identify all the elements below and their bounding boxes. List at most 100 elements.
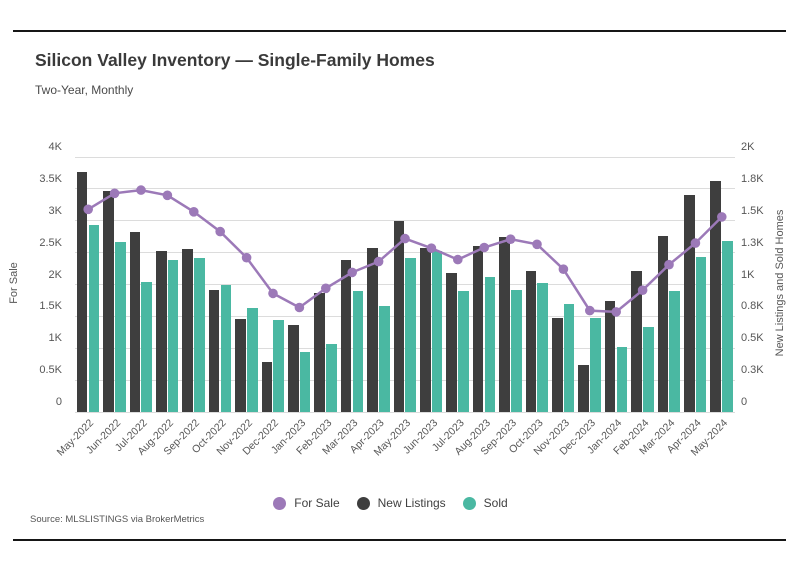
for-sale-point-May-2024 [717,212,727,222]
bar-new-listings-Mar-2023 [340,260,352,412]
bar-new-listings-Jul-2022 [129,232,141,412]
right-tick-0: 0 [741,396,748,408]
for-sale-point-Apr-2023 [373,256,384,267]
bar-new-listings-Jun-2022 [103,191,114,412]
bar-new-listings-Apr-2023 [367,247,378,412]
bar-new-listings-Jan-2023 [288,325,299,412]
bar-new-listings-Oct-2023 [525,270,537,412]
for-sale-point-Aug-2023 [479,242,490,253]
left-tick-2K: 2K [48,268,62,281]
bottom-divider [13,539,786,541]
for-sale-point-May-2023 [400,233,410,244]
bar-sold-Feb-2024 [643,326,654,412]
bar-sold-May-2022 [88,224,100,412]
gridline [75,315,735,317]
gridline [75,220,735,222]
bar-new-listings-Dec-2023 [578,364,589,412]
for-sale-point-Dec-2022 [268,288,278,299]
for-sale-point-Mar-2024 [664,259,674,270]
bar-new-listings-May-2024 [710,181,721,412]
bar-sold-Jun-2022 [115,242,126,412]
gridline [75,284,735,285]
bar-sold-Nov-2022 [247,307,258,412]
right-tick-1K: 1K [741,268,755,281]
legend-label-new-listings: New Listings [377,496,446,510]
for-sale-point-Jan-2023 [294,302,305,313]
right-tick-0.8K: 0.8K [741,300,764,313]
legend-label-sold: Sold [483,496,508,510]
gridline [75,156,735,158]
bar-new-listings-Feb-2023 [314,293,325,412]
for-sale-point-Feb-2023 [321,283,331,294]
for-sale-point-Oct-2022 [215,226,225,237]
bar-new-listings-Jan-2024 [604,301,616,412]
plot-area [75,156,735,413]
sold-marker-icon [462,496,476,510]
bar-sold-Jun-2023 [431,251,443,412]
for-sale-point-Mar-2023 [347,267,358,278]
bar-sold-Dec-2022 [273,320,284,412]
bar-new-listings-Feb-2024 [631,270,642,412]
for-sale-point-Jun-2022 [109,188,120,199]
bar-sold-Jul-2022 [141,281,152,412]
bar-new-listings-Jun-2023 [420,247,431,412]
bar-new-listings-Aug-2023 [472,246,484,412]
left-tick-4K: 4K [48,141,62,153]
left-tick-1K: 1K [48,332,62,345]
bar-sold-Apr-2023 [379,306,390,412]
new-listings-marker-icon [356,496,370,510]
for-sale-point-May-2022 [83,204,93,215]
bar-new-listings-Nov-2023 [552,317,563,412]
legend-label-for-sale: For Sale [294,496,340,510]
bar-sold-Mar-2023 [352,290,364,412]
for-sale-point-Nov-2023 [558,264,569,274]
legend-item-for-sale: For Sale [273,496,340,510]
for-sale-point-Apr-2024 [690,238,701,248]
chart-legend: For Sale New Listings Sold [0,496,790,510]
bar-new-listings-Aug-2022 [156,251,167,412]
right-tick-2K: 2K [741,141,755,153]
right-tick-1.5K: 1.5K [741,204,764,217]
for-sale-point-Dec-2023 [585,305,595,316]
gridline [75,411,735,413]
bar-new-listings-Apr-2024 [684,195,695,412]
gridline [75,379,735,381]
left-tick-3K: 3K [48,204,62,217]
gridline [75,188,735,190]
for-sale-point-Nov-2022 [241,252,252,263]
bar-sold-Aug-2022 [167,260,179,412]
bar-sold-Nov-2023 [563,303,575,412]
legend-item-sold: Sold [462,496,508,510]
left-tick-0: 0 [55,396,62,408]
right-axis-title: New Listings and Sold Homes [774,209,786,357]
for-sale-marker-icon [273,496,287,510]
gridline [75,252,735,254]
right-tick-0.5K: 0.5K [741,332,764,345]
bar-sold-Sep-2022 [194,257,205,412]
bar-sold-May-2024 [722,241,733,412]
bar-sold-Oct-2022 [220,284,232,412]
gridline [75,347,735,349]
bar-sold-Jan-2024 [616,347,628,412]
bar-new-listings-May-2022 [76,172,88,412]
source-note: Source: MLSLISTINGS via BrokerMetrics [30,514,205,525]
for-sale-point-Jul-2023 [453,254,463,265]
page-subtitle: Two-Year, Monthly [35,83,134,97]
for-sale-point-Oct-2023 [532,239,542,250]
bar-new-listings-May-2023 [393,220,405,412]
bar-sold-Oct-2023 [537,283,548,412]
for-sale-line-layer [83,185,727,317]
left-tick-1.5K: 1.5K [39,300,62,313]
for-sale-point-Jun-2023 [426,243,437,253]
bar-new-listings-Oct-2022 [208,289,220,412]
left-tick-2.5K: 2.5K [39,236,62,249]
bar-sold-Apr-2024 [695,256,707,412]
for-sale-point-Sep-2023 [505,234,516,244]
bar-sold-Jan-2023 [299,352,311,412]
for-sale-point-Jan-2024 [611,307,621,317]
bar-new-listings-Mar-2024 [657,236,669,412]
bar-new-listings-Sep-2022 [182,248,193,412]
bar-new-listings-Sep-2023 [499,237,510,412]
bar-sold-Feb-2023 [326,344,337,412]
legend-item-new-listings: New Listings [356,496,446,510]
